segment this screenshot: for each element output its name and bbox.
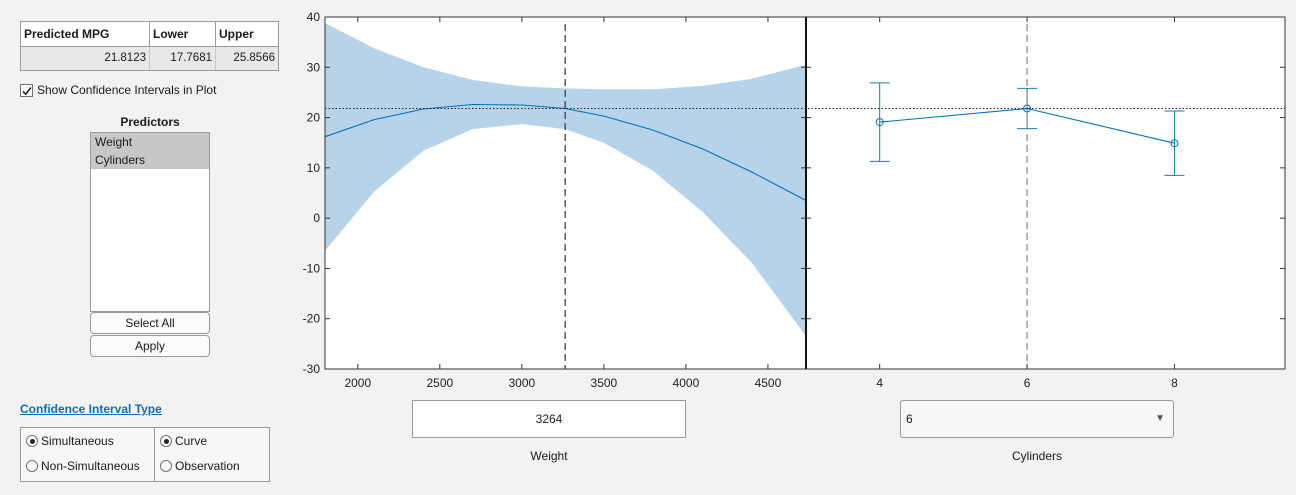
radio-dot-icon[interactable] xyxy=(160,435,172,447)
radio-non-simultaneous-label: Non-Simultaneous xyxy=(41,459,140,473)
x-tick-label: 3000 xyxy=(509,376,536,390)
list-item-weight[interactable]: Weight xyxy=(91,133,209,151)
apply-button[interactable]: Apply xyxy=(90,335,210,357)
cylinders-select-value: 6 xyxy=(906,412,913,426)
radio-simultaneous[interactable]: Simultaneous xyxy=(26,432,114,450)
y-tick-label: 20 xyxy=(307,111,321,125)
select-all-button[interactable]: Select All xyxy=(90,312,210,334)
y-tick-label: -30 xyxy=(303,362,321,376)
show-ci-label: Show Confidence Intervals in Plot xyxy=(37,83,217,97)
divider xyxy=(154,428,155,481)
data-point xyxy=(875,118,884,127)
radio-observation-label: Observation xyxy=(175,459,240,473)
y-tick-label: -10 xyxy=(303,261,321,275)
chevron-down-icon: ▼ xyxy=(1155,413,1165,424)
radio-dot-icon[interactable] xyxy=(26,435,38,447)
weight-input[interactable]: 3264 xyxy=(412,400,686,438)
predictors-title: Predictors xyxy=(120,115,180,129)
y-tick-label: 0 xyxy=(313,211,320,225)
header-upper: Upper xyxy=(216,22,278,47)
radio-curve-label: Curve xyxy=(175,434,208,448)
checkmark-icon[interactable] xyxy=(20,83,33,97)
upper-value: 25.8566 xyxy=(216,47,278,70)
predictors-listbox[interactable]: Weight Cylinders xyxy=(90,132,210,312)
y-tick-label: -20 xyxy=(303,312,321,326)
y-tick-label: 10 xyxy=(307,161,321,175)
header-lower: Lower xyxy=(150,22,216,47)
radio-curve[interactable]: Curve xyxy=(160,432,207,450)
x-tick-label: 8 xyxy=(1171,376,1178,390)
x-tick-label: 6 xyxy=(1024,376,1031,390)
confidence-band xyxy=(325,23,806,337)
radio-simultaneous-label: Simultaneous xyxy=(41,434,114,448)
list-item-cylinders[interactable]: Cylinders xyxy=(91,151,209,169)
prediction-table: Predicted MPG Lower Upper 21.8123 17.768… xyxy=(20,21,279,71)
ci-type-panel: Simultaneous Non-Simultaneous Curve Obse… xyxy=(20,427,270,482)
cylinders-select[interactable]: 6 ▼ xyxy=(900,400,1174,438)
prediction-line xyxy=(879,107,1175,144)
data-point xyxy=(1170,139,1179,148)
axes-background-1 xyxy=(806,17,1285,369)
x-tick-label: 4 xyxy=(876,376,883,390)
radio-dot-icon[interactable] xyxy=(160,460,172,472)
ci-type-link[interactable]: Confidence Interval Type xyxy=(20,402,162,416)
x-tick-label: 2000 xyxy=(344,376,371,390)
x-tick-label: 3500 xyxy=(591,376,618,390)
show-ci-checkbox[interactable]: Show Confidence Intervals in Plot xyxy=(20,82,216,98)
prediction-curve xyxy=(324,103,807,201)
y-tick-label: 40 xyxy=(307,10,321,24)
x-tick-label: 4000 xyxy=(673,376,700,390)
weight-axis-label: Weight xyxy=(530,449,568,463)
radio-dot-icon[interactable] xyxy=(26,460,38,472)
header-predicted-mpg: Predicted MPG xyxy=(21,22,150,47)
radio-observation[interactable]: Observation xyxy=(160,457,240,475)
y-tick-label: 30 xyxy=(307,60,321,74)
lower-value: 17.7681 xyxy=(150,47,216,70)
cylinders-axis-label: Cylinders xyxy=(1011,449,1062,463)
x-tick-label: 2500 xyxy=(426,376,453,390)
radio-non-simultaneous[interactable]: Non-Simultaneous xyxy=(26,457,140,475)
x-tick-label: 4500 xyxy=(755,376,782,390)
predicted-mpg-value: 21.8123 xyxy=(21,47,150,70)
